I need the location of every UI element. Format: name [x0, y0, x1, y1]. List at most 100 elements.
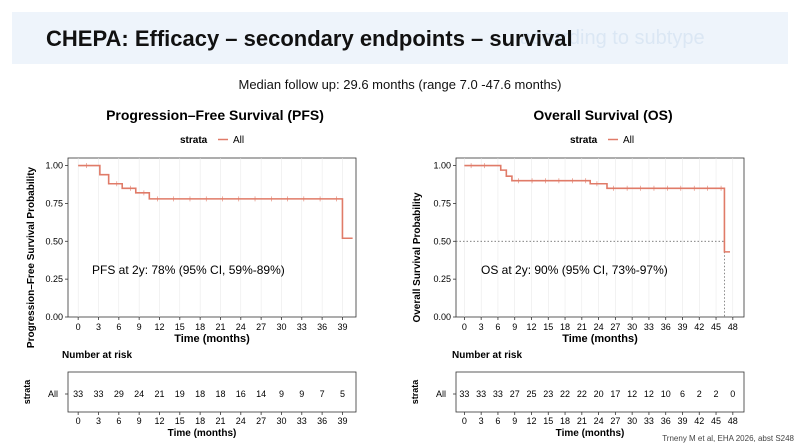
risk-x-tick-label: 6: [495, 416, 500, 426]
x-tick-label: 36: [317, 322, 327, 332]
risk-value: 23: [543, 389, 553, 399]
risk-x-tick-label: 33: [644, 416, 654, 426]
risk-x-tick-label: 6: [116, 416, 121, 426]
risk-x-tick-label: 39: [337, 416, 347, 426]
x-axis-label: Time (months): [174, 333, 250, 345]
risk-value: 16: [236, 389, 246, 399]
legend-entry: All: [623, 135, 634, 146]
risk-row-label: All: [436, 389, 446, 399]
risk-value: 33: [476, 389, 486, 399]
risk-x-tick-label: 48: [728, 416, 738, 426]
x-tick-label: 3: [96, 322, 101, 332]
risk-x-tick-label: 27: [610, 416, 620, 426]
x-tick-label: 9: [512, 322, 517, 332]
followup-text: Median follow up: 29.6 months (range 7.0…: [238, 77, 562, 92]
risk-x-tick-label: 18: [195, 416, 205, 426]
risk-value: 2: [697, 389, 702, 399]
risk-table-box: [455, 371, 745, 413]
risk-x-tick-label: 18: [560, 416, 570, 426]
risk-value: 14: [256, 389, 266, 399]
title-bar: [12, 12, 788, 64]
risk-x-axis-label: Time (months): [168, 428, 237, 439]
risk-x-tick-label: 42: [694, 416, 704, 426]
risk-value: 17: [610, 389, 620, 399]
x-tick-label: 3: [479, 322, 484, 332]
risk-value: 21: [154, 389, 164, 399]
x-tick-label: 6: [495, 322, 500, 332]
risk-value: 12: [644, 389, 654, 399]
risk-table-title: Number at risk: [452, 350, 522, 361]
risk-x-tick-label: 12: [154, 416, 164, 426]
chart-panel-1: Overall Survival (OS) strata All 0.00 0.25 0.…: [410, 107, 745, 439]
risk-value: 22: [560, 389, 570, 399]
risk-strata-label: strata: [22, 379, 32, 405]
risk-x-tick-label: 0: [76, 416, 81, 426]
x-tick-label: 36: [661, 322, 671, 332]
risk-x-tick-label: 0: [462, 416, 467, 426]
risk-value: 33: [493, 389, 503, 399]
risk-value: 22: [577, 389, 587, 399]
chart-title: Progression–Free Survival (PFS): [106, 107, 324, 123]
slide-title: CHEPA: Efficacy – secondary endpoints – …: [46, 26, 573, 51]
risk-x-tick-label: 36: [317, 416, 327, 426]
y-tick-label: 1.00: [45, 161, 63, 171]
risk-x-tick-label: 15: [175, 416, 185, 426]
plot-area: [67, 157, 357, 318]
x-tick-label: 6: [116, 322, 121, 332]
risk-value: 2: [714, 389, 719, 399]
risk-x-tick-label: 3: [479, 416, 484, 426]
x-tick-label: 45: [711, 322, 721, 332]
risk-value: 6: [680, 389, 685, 399]
risk-value: 9: [299, 389, 304, 399]
risk-x-tick-label: 39: [677, 416, 687, 426]
x-tick-label: 30: [627, 322, 637, 332]
risk-x-tick-label: 12: [526, 416, 536, 426]
y-tick-label: 0.00: [45, 312, 63, 322]
y-tick-label: 0.25: [433, 274, 451, 284]
risk-x-tick-label: 24: [236, 416, 246, 426]
risk-x-tick-label: 27: [256, 416, 266, 426]
risk-value: 33: [73, 389, 83, 399]
series-line-All: [464, 164, 731, 253]
risk-x-axis-label: Time (months): [556, 428, 625, 439]
x-tick-label: 18: [560, 322, 570, 332]
x-tick-label: 27: [256, 322, 266, 332]
risk-row-label: All: [48, 389, 58, 399]
legend-entry: All: [233, 135, 244, 146]
risk-x-tick-label: 9: [137, 416, 142, 426]
x-tick-label: 12: [526, 322, 536, 332]
x-tick-label: 9: [137, 322, 142, 332]
chart-annotation: PFS at 2y: 78% (95% CI, 59%-89%): [92, 263, 285, 277]
y-axis-label: Overall Survival Probability: [412, 192, 423, 322]
risk-value: 29: [114, 389, 124, 399]
y-axis-label: Progression–Free Survival Probability: [26, 166, 37, 348]
x-tick-label: 24: [594, 322, 604, 332]
x-tick-label: 0: [76, 322, 81, 332]
x-tick-label: 33: [644, 322, 654, 332]
risk-value: 0: [730, 389, 735, 399]
legend-title: strata: [180, 135, 208, 146]
legend-title: strata: [570, 135, 598, 146]
x-tick-label: 18: [195, 322, 205, 332]
x-tick-label: 15: [175, 322, 185, 332]
chart-panel-0: Progression–Free Survival (PFS) strata All…: [22, 107, 357, 439]
y-tick-label: 0.00: [433, 312, 451, 322]
risk-x-tick-label: 30: [627, 416, 637, 426]
x-tick-label: 15: [543, 322, 553, 332]
risk-x-tick-label: 15: [543, 416, 553, 426]
y-tick-label: 1.00: [433, 161, 451, 171]
risk-value: 9: [279, 389, 284, 399]
risk-value: 10: [661, 389, 671, 399]
x-axis-label: Time (months): [562, 333, 638, 345]
risk-value: 18: [215, 389, 225, 399]
y-tick-label: 0.75: [433, 198, 451, 208]
risk-table-box: [67, 371, 357, 413]
y-tick-label: 0.50: [45, 236, 63, 246]
series-line-All: [78, 164, 353, 240]
risk-value: 18: [195, 389, 205, 399]
risk-value: 19: [175, 389, 185, 399]
risk-value: 25: [526, 389, 536, 399]
x-tick-label: 12: [154, 322, 164, 332]
risk-value: 27: [510, 389, 520, 399]
